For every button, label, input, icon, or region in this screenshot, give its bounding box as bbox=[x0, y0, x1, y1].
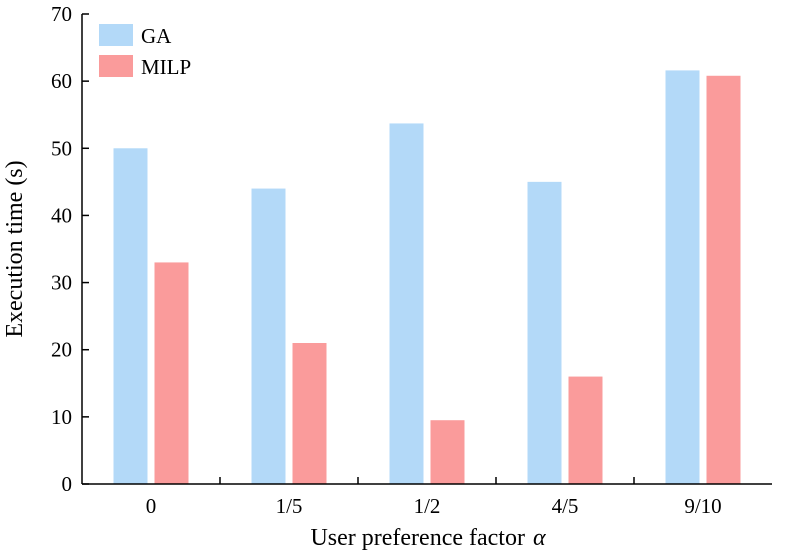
x-tick-label: 0 bbox=[146, 494, 157, 518]
bar-milp-4 bbox=[706, 75, 741, 485]
y-tick-label: 40 bbox=[51, 203, 72, 227]
y-tick-label: 70 bbox=[51, 2, 72, 26]
y-tick-label: 20 bbox=[51, 338, 72, 362]
x-tick-label: 1/2 bbox=[414, 494, 441, 518]
y-tick-label: 60 bbox=[51, 69, 72, 93]
bar-ga-4 bbox=[665, 70, 700, 485]
bar-milp-3 bbox=[568, 376, 603, 484]
bars-group bbox=[113, 70, 741, 485]
y-axis-label: Execution time (s) bbox=[2, 160, 28, 337]
bar-ga-0 bbox=[113, 148, 148, 485]
bar-ga-1 bbox=[251, 188, 286, 485]
y-tick-label: 30 bbox=[51, 271, 72, 295]
y-tick-label: 10 bbox=[51, 405, 72, 429]
legend: GA MILP bbox=[99, 24, 191, 79]
bar-milp-0 bbox=[154, 262, 189, 484]
x-axis-label: User preference factor α bbox=[310, 525, 546, 551]
legend-label-milp: MILP bbox=[141, 55, 191, 79]
y-ticks-group: 0 10 20 30 40 50 60 70 bbox=[51, 2, 89, 496]
legend-swatch-ga bbox=[99, 24, 133, 46]
x-ticks-group: 0 1/5 1/2 4/5 9/10 bbox=[146, 477, 722, 518]
x-tick-label: 1/5 bbox=[276, 494, 303, 518]
bar-ga-3 bbox=[527, 181, 562, 484]
bar-ga-2 bbox=[389, 123, 424, 484]
x-tick-label: 9/10 bbox=[684, 494, 721, 518]
axes-group bbox=[81, 14, 772, 485]
alpha-symbol: α bbox=[533, 525, 546, 551]
y-tick-label: 50 bbox=[51, 136, 72, 160]
legend-swatch-milp bbox=[99, 55, 133, 77]
bar-milp-1 bbox=[292, 343, 327, 484]
x-tick-label: 4/5 bbox=[552, 494, 579, 518]
legend-label-ga: GA bbox=[141, 24, 172, 48]
bar-milp-2 bbox=[430, 420, 465, 484]
y-tick-label: 0 bbox=[62, 472, 73, 496]
x-axis-label-text: User preference factor bbox=[310, 525, 525, 551]
